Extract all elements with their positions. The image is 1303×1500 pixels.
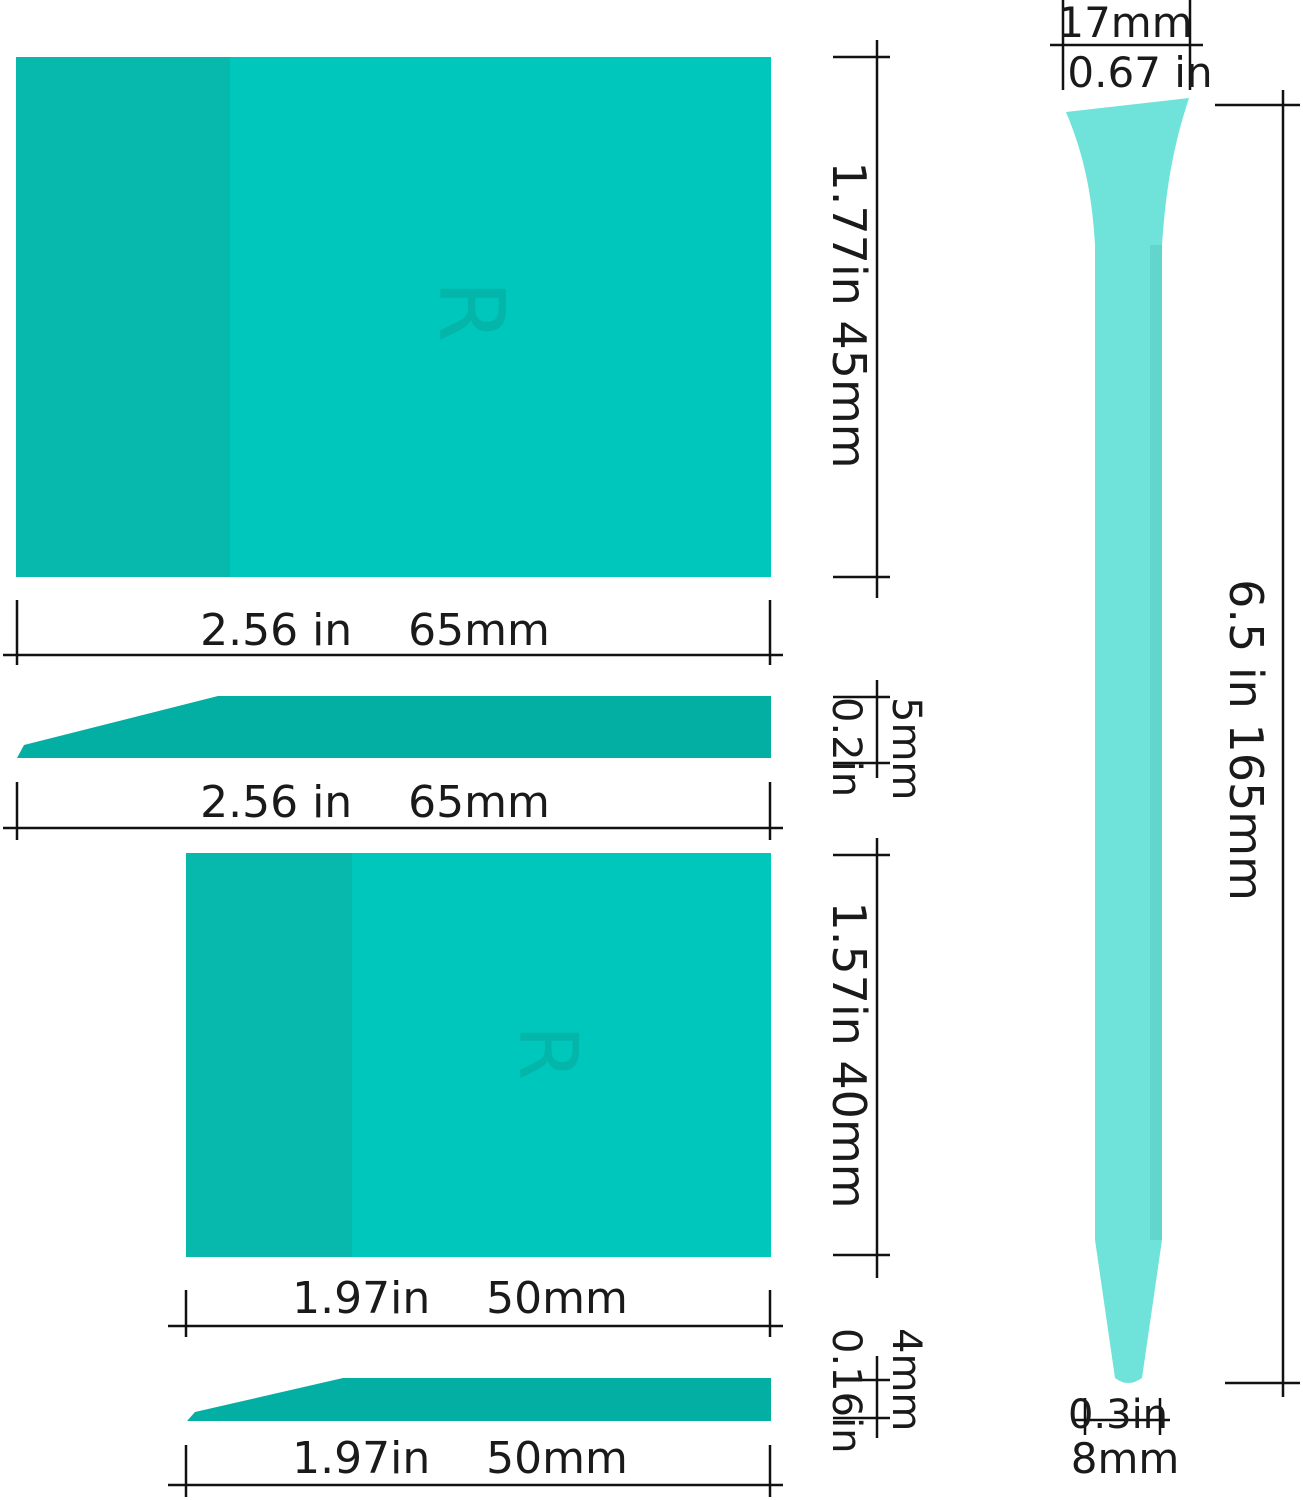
small-width-dimension: 1.97in 50mm <box>168 1273 783 1337</box>
large-thickness-in: 0.2in <box>823 697 869 797</box>
small-scraper-profile <box>187 1378 771 1421</box>
stick-length-label: 6.5 in 165mm <box>1219 579 1273 901</box>
spudger-stick <box>1066 98 1189 1383</box>
stick-top-in: 0.67 in <box>1067 48 1212 97</box>
stick-tip-dimension: 0.3in 8mm <box>1068 1392 1179 1483</box>
stick-top-mm: 17mm <box>1057 0 1192 47</box>
small-thickness-dimension: 0.16in 4mm <box>823 1328 929 1454</box>
logo-r-engraving: R <box>501 1025 594 1081</box>
small-profile-width-dimension: 1.97in 50mm <box>168 1433 783 1497</box>
large-profile-width-dimension: 2.56 in 65mm <box>3 777 783 840</box>
large-scraper-card: R <box>16 57 771 577</box>
large-height-dimension: 1.77in 45mm <box>822 40 890 598</box>
stick-shading <box>1150 245 1162 1240</box>
large-height-label: 1.77in 45mm <box>822 161 876 468</box>
large-scraper-profile <box>17 696 771 758</box>
stick-length-dimension: 6.5 in 165mm <box>1215 90 1300 1397</box>
small-profile-width-label: 1.97in 50mm <box>292 1433 628 1484</box>
small-height-dimension: 1.57in 40mm <box>822 838 890 1278</box>
stick-top-dimension: 17mm 0.67 in <box>1050 0 1213 97</box>
small-scraper-card: R <box>186 853 771 1257</box>
small-thickness-mm: 4mm <box>883 1328 929 1431</box>
small-width-label: 1.97in 50mm <box>292 1273 628 1324</box>
stick-tip-mm: 8mm <box>1071 1434 1180 1483</box>
large-width-label: 2.56 in 65mm <box>200 605 550 656</box>
logo-r-engraving: R <box>418 280 523 343</box>
large-thickness-mm: 5mm <box>883 697 929 800</box>
small-thickness-in: 0.16in <box>823 1328 869 1454</box>
small-height-label: 1.57in 40mm <box>822 901 876 1208</box>
large-thickness-dimension: 0.2in 5mm <box>823 680 929 800</box>
large-width-dimension: 2.56 in 65mm <box>3 600 783 665</box>
stick-tip-in: 0.3in <box>1068 1392 1168 1438</box>
large-profile-width-label: 2.56 in 65mm <box>200 777 550 828</box>
